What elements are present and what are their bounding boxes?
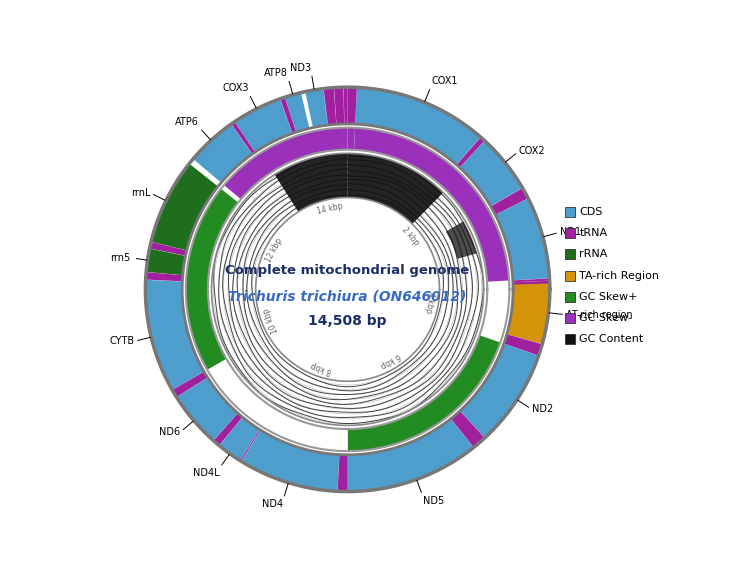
Text: 12 kbp: 12 kbp xyxy=(264,237,284,265)
Polygon shape xyxy=(146,87,550,492)
Polygon shape xyxy=(513,278,550,282)
Polygon shape xyxy=(348,335,500,451)
Polygon shape xyxy=(280,97,296,134)
Polygon shape xyxy=(146,272,183,281)
Polygon shape xyxy=(305,89,328,128)
Bar xyxy=(565,313,574,323)
Polygon shape xyxy=(334,87,344,124)
Text: tRNA: tRNA xyxy=(579,228,608,238)
Polygon shape xyxy=(146,280,204,390)
Text: 8 kbp: 8 kbp xyxy=(310,360,333,375)
Polygon shape xyxy=(240,430,260,461)
Text: rrn5: rrn5 xyxy=(110,253,130,262)
Polygon shape xyxy=(274,154,347,212)
Text: ND4L: ND4L xyxy=(193,468,220,478)
Text: AT-rich region: AT-rich region xyxy=(566,310,632,320)
Polygon shape xyxy=(193,124,252,183)
Polygon shape xyxy=(457,137,484,168)
Polygon shape xyxy=(219,417,260,461)
Polygon shape xyxy=(186,128,509,451)
Polygon shape xyxy=(146,249,185,275)
Polygon shape xyxy=(285,93,310,132)
Text: ND3: ND3 xyxy=(290,62,311,73)
Polygon shape xyxy=(224,128,347,199)
Text: ND2: ND2 xyxy=(532,405,553,414)
Text: CDS: CDS xyxy=(579,207,602,217)
Text: CYTB: CYTB xyxy=(109,336,134,346)
Text: COX2: COX2 xyxy=(518,147,545,156)
Polygon shape xyxy=(211,154,484,425)
Polygon shape xyxy=(348,419,474,492)
Polygon shape xyxy=(172,372,208,397)
Bar xyxy=(565,270,574,281)
Polygon shape xyxy=(338,454,348,492)
Text: 10 kbp: 10 kbp xyxy=(262,307,280,334)
Polygon shape xyxy=(460,344,538,438)
Polygon shape xyxy=(354,128,509,282)
Text: ATP8: ATP8 xyxy=(264,68,288,78)
Text: ND5: ND5 xyxy=(422,496,444,506)
Text: Trichuris trichiura (ON646012): Trichuris trichiura (ON646012) xyxy=(229,290,466,304)
Polygon shape xyxy=(235,99,292,152)
Text: GC Skew+: GC Skew+ xyxy=(579,292,638,302)
Polygon shape xyxy=(323,88,336,125)
Bar xyxy=(565,292,574,302)
Polygon shape xyxy=(186,189,238,370)
Text: ND1: ND1 xyxy=(560,227,580,237)
Polygon shape xyxy=(446,221,477,259)
Polygon shape xyxy=(347,154,443,224)
Polygon shape xyxy=(490,188,528,215)
Text: Complete mitochondrial genome: Complete mitochondrial genome xyxy=(226,265,470,277)
Polygon shape xyxy=(347,128,355,150)
Polygon shape xyxy=(151,164,218,250)
Polygon shape xyxy=(214,413,242,446)
Polygon shape xyxy=(356,87,481,164)
Text: COX3: COX3 xyxy=(222,83,249,93)
Polygon shape xyxy=(149,242,187,256)
Text: 14,508 bp: 14,508 bp xyxy=(308,313,387,328)
Polygon shape xyxy=(347,87,357,124)
Text: ND6: ND6 xyxy=(159,427,181,437)
Text: GC Skew-: GC Skew- xyxy=(579,313,632,323)
Polygon shape xyxy=(513,281,550,285)
Text: 14 kbp: 14 kbp xyxy=(316,201,344,216)
Text: 2 kbp: 2 kbp xyxy=(400,225,421,247)
Polygon shape xyxy=(496,198,550,280)
Polygon shape xyxy=(344,87,347,124)
Bar xyxy=(565,228,574,238)
Text: 6 kbp: 6 kbp xyxy=(379,351,402,370)
Text: TA-rich Region: TA-rich Region xyxy=(579,270,659,281)
Text: ND4: ND4 xyxy=(262,500,284,509)
Polygon shape xyxy=(177,378,238,441)
Polygon shape xyxy=(242,430,339,491)
Text: COX1: COX1 xyxy=(431,76,457,86)
Polygon shape xyxy=(504,334,542,356)
Bar xyxy=(565,249,574,260)
Text: 4 kbp: 4 kbp xyxy=(423,291,436,314)
Text: GC Content: GC Content xyxy=(579,334,644,344)
Text: rrnL: rrnL xyxy=(130,188,150,198)
Polygon shape xyxy=(507,281,550,344)
Text: ATP6: ATP6 xyxy=(176,117,200,127)
Bar xyxy=(565,334,574,344)
Polygon shape xyxy=(231,121,255,154)
Bar xyxy=(565,207,574,217)
Text: rRNA: rRNA xyxy=(579,249,608,260)
Polygon shape xyxy=(460,141,523,206)
Polygon shape xyxy=(451,411,484,448)
